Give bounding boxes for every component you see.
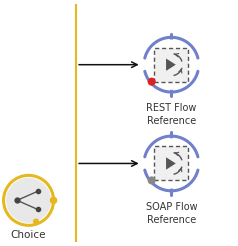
- Circle shape: [33, 218, 39, 225]
- Bar: [154, 146, 188, 180]
- Circle shape: [50, 197, 57, 204]
- Bar: [154, 48, 188, 82]
- Circle shape: [148, 78, 156, 86]
- Text: Choice: Choice: [11, 230, 46, 240]
- Circle shape: [6, 178, 51, 223]
- Circle shape: [146, 138, 197, 189]
- Text: REST Flow
Reference: REST Flow Reference: [146, 104, 197, 126]
- Circle shape: [148, 176, 156, 184]
- Polygon shape: [166, 59, 176, 71]
- Text: SOAP Flow
Reference: SOAP Flow Reference: [146, 202, 197, 225]
- Circle shape: [146, 40, 197, 90]
- Polygon shape: [166, 157, 176, 170]
